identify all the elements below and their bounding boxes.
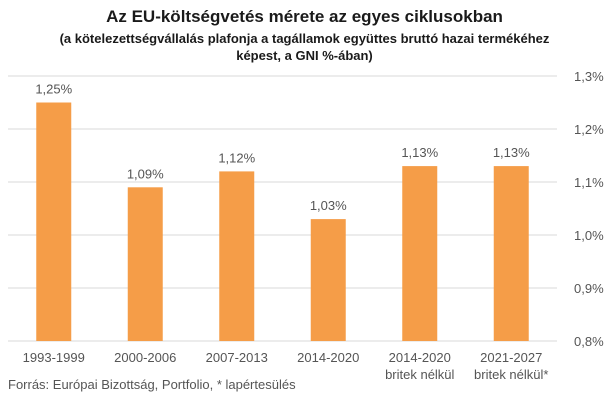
x-tick-label: 2014-2020: [389, 350, 451, 365]
chart-subtitle: (a kötelezettségvállalás plafonja a tagá…: [59, 31, 550, 63]
x-tick-label: britek nélkül: [385, 367, 454, 382]
y-tick-label: 1,3%: [574, 69, 604, 84]
bar: [402, 166, 438, 341]
data-label: 1,09%: [127, 166, 164, 181]
y-tick-label: 0,9%: [574, 281, 604, 296]
data-label: 1,03%: [310, 198, 347, 213]
y-tick-label: 0,8%: [574, 334, 604, 349]
bar: [493, 166, 529, 341]
x-tick-label: 1993-1999: [23, 350, 85, 365]
chart-title: Az EU-költségvetés mérete az egyes ciklu…: [106, 7, 503, 26]
bar: [310, 219, 346, 341]
x-tick-label: 2007-2013: [206, 350, 268, 365]
x-tick-label: 2021-2027: [480, 350, 542, 365]
data-label: 1,25%: [35, 82, 72, 97]
data-label: 1,13%: [493, 145, 530, 160]
y-tick-label: 1,1%: [574, 175, 604, 190]
data-label: 1,12%: [218, 150, 255, 165]
x-tick-label: britek nélkül*: [474, 367, 548, 382]
bar: [219, 171, 255, 341]
bar: [36, 102, 72, 341]
x-tick-label: 2014-2020: [297, 350, 359, 365]
y-tick-label: 1,2%: [574, 122, 604, 137]
y-tick-label: 1,0%: [574, 228, 604, 243]
bar: [127, 187, 163, 341]
x-tick-label: 2000-2006: [114, 350, 176, 365]
data-label: 1,13%: [401, 145, 438, 160]
source-note: Forrás: Európai Bizottság, Portfolio, * …: [8, 377, 296, 392]
